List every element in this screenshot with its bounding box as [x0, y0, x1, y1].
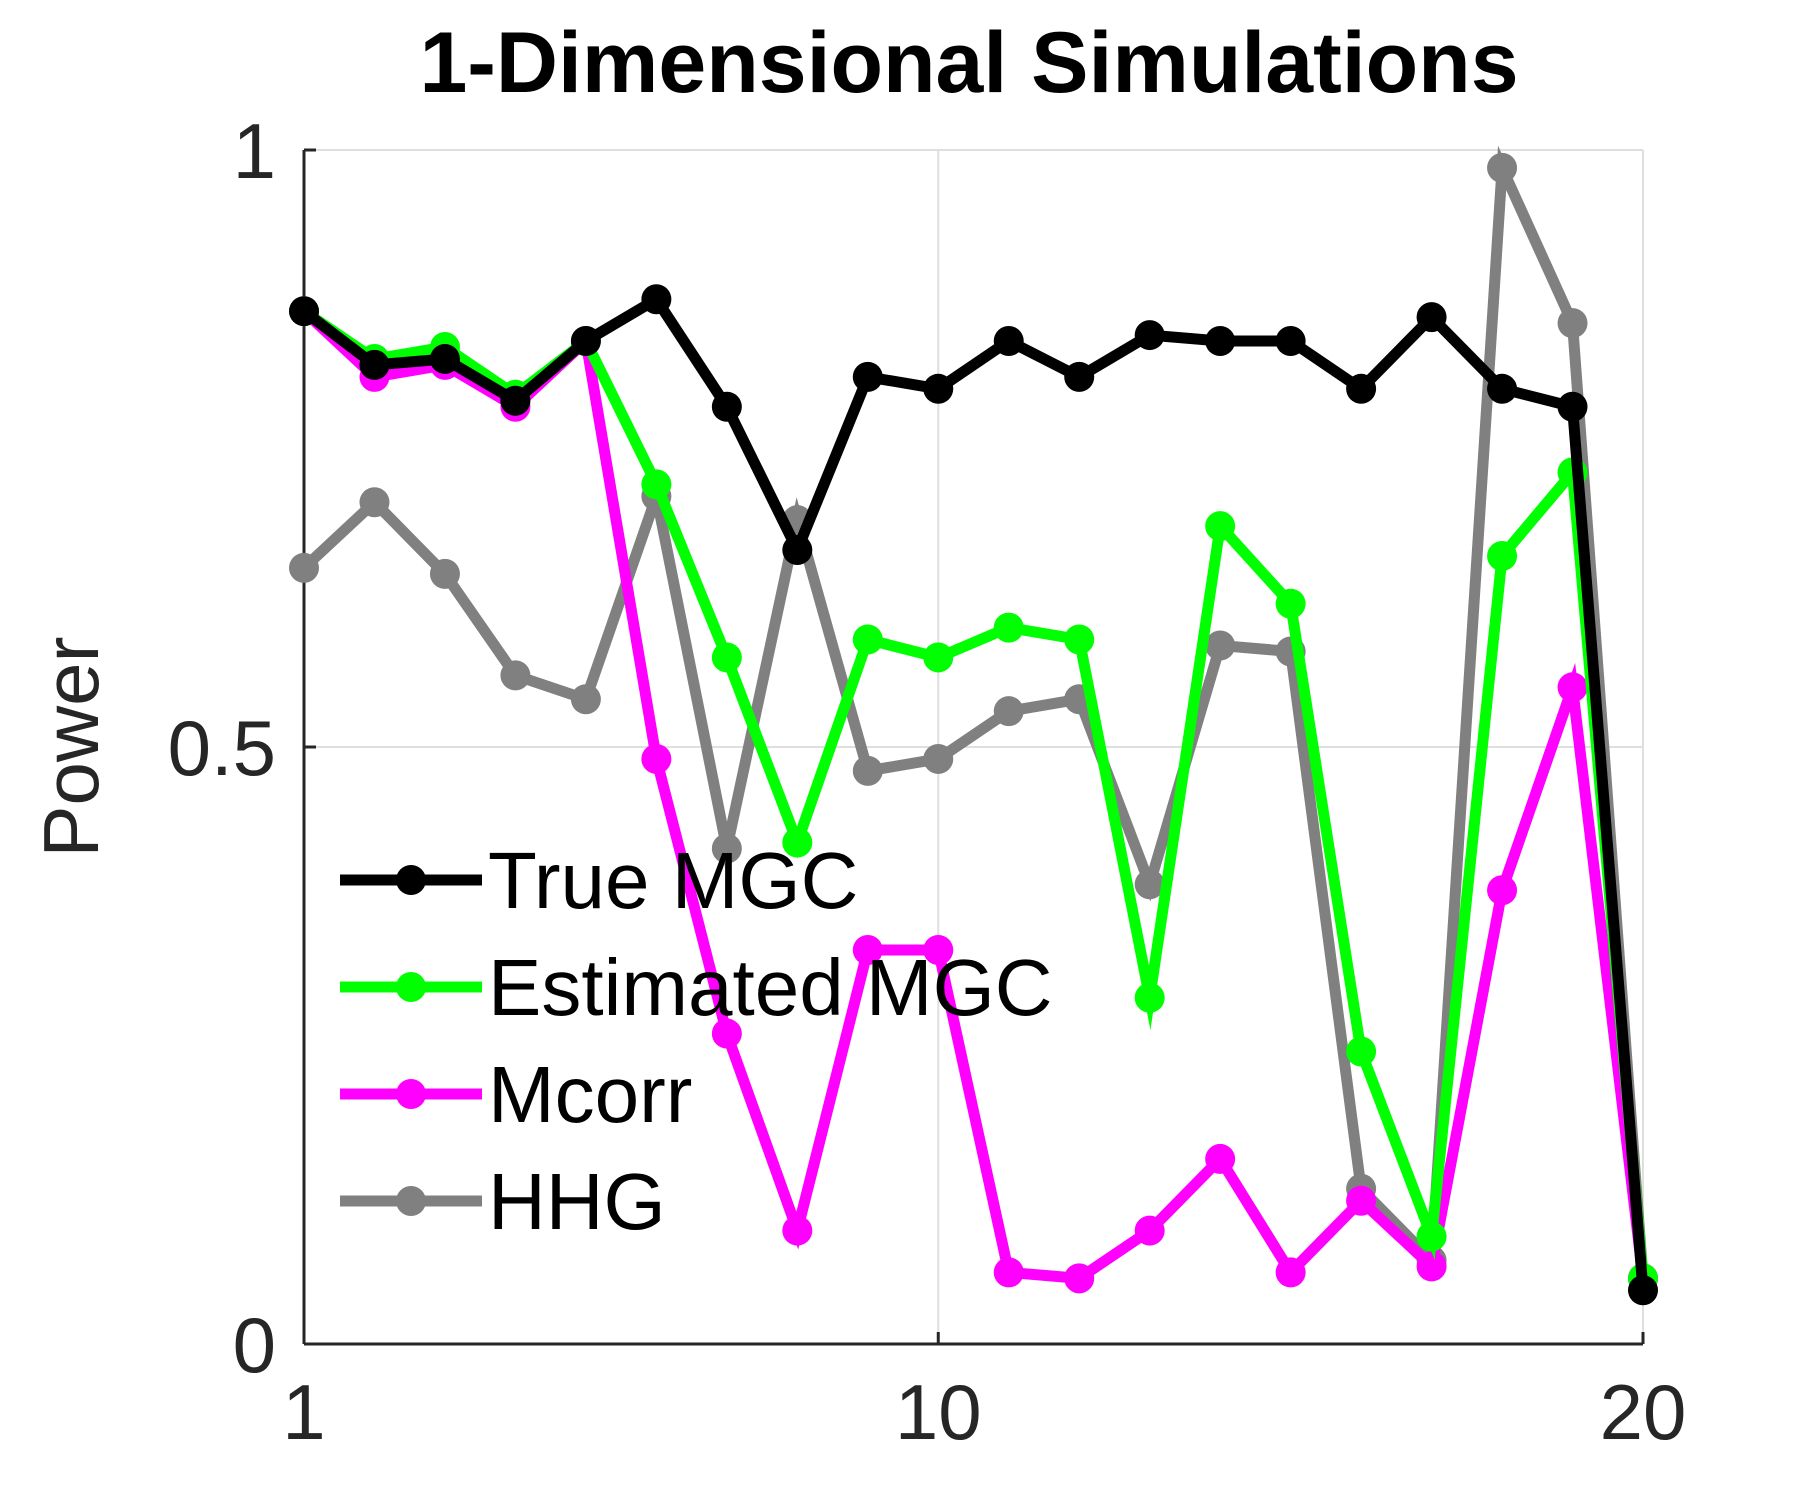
- data-point: [570, 326, 601, 357]
- legend-marker: [396, 1186, 426, 1216]
- data-point: [641, 469, 672, 500]
- data-point: [500, 385, 531, 416]
- series-line-true-mgc: [300, 291, 1649, 1291]
- tick-labels: 1 10 20 0 0.5 1: [168, 107, 1687, 1456]
- data-point: [1275, 1257, 1306, 1288]
- data-point: [852, 361, 883, 392]
- data-point: [1275, 588, 1306, 619]
- data-point: [711, 391, 742, 422]
- data-point: [1205, 1143, 1236, 1174]
- data-point: [923, 743, 954, 774]
- data-point: [1487, 373, 1518, 404]
- data-point: [1134, 869, 1165, 900]
- data-point: [1346, 1185, 1377, 1216]
- data-point: [1134, 320, 1165, 351]
- legend: True MGC Estimated MGC Mcorr HHG: [340, 836, 1053, 1246]
- data-point: [289, 296, 319, 327]
- data-point: [993, 612, 1024, 643]
- y-tick-label: 1: [233, 107, 276, 195]
- data-point: [289, 552, 319, 583]
- data-point: [1557, 391, 1588, 422]
- data-point: [1416, 1221, 1447, 1252]
- data-point: [1487, 152, 1518, 183]
- data-point: [1205, 326, 1236, 357]
- series-mcorr: [289, 296, 1658, 1294]
- data-point: [1134, 1215, 1165, 1246]
- data-point: [1487, 540, 1518, 571]
- data-point: [1205, 511, 1236, 542]
- y-axis-label: Power: [27, 636, 115, 857]
- data-point: [711, 833, 742, 864]
- legend-marker: [396, 1079, 426, 1109]
- data-point: [1064, 361, 1095, 392]
- data-point: [1416, 302, 1447, 333]
- legend-marker: [396, 865, 426, 895]
- legend-label: Mcorr: [488, 1050, 692, 1139]
- data-point: [993, 1257, 1024, 1288]
- data-point: [852, 624, 883, 655]
- data-point: [852, 934, 883, 965]
- data-point: [1416, 1251, 1447, 1282]
- data-point: [1487, 875, 1518, 906]
- data-point: [993, 326, 1024, 357]
- data-point: [429, 343, 460, 374]
- data-point: [1275, 326, 1306, 357]
- data-point: [1134, 982, 1165, 1013]
- data-point: [711, 642, 742, 673]
- data-point: [1346, 373, 1377, 404]
- data-point: [782, 827, 813, 858]
- data-point: [1628, 1275, 1658, 1306]
- y-tick-label: 0: [233, 1301, 276, 1389]
- x-tick-label: 20: [1600, 1368, 1687, 1456]
- data-point: [852, 755, 883, 786]
- data-point: [1064, 624, 1095, 655]
- data-point: [782, 534, 813, 565]
- legend-label: HHG: [488, 1157, 666, 1246]
- series-true-mgc: [289, 284, 1658, 1306]
- data-point: [429, 558, 460, 589]
- data-point: [923, 373, 954, 404]
- legend-item-estimated-mgc: Estimated MGC: [340, 943, 1053, 1032]
- data-point: [359, 487, 390, 518]
- data-point: [1064, 1263, 1095, 1294]
- data-point: [641, 284, 672, 315]
- data-point: [711, 1018, 742, 1049]
- legend-label: True MGC: [488, 836, 858, 925]
- y-tick-label: 0.5: [168, 704, 276, 792]
- data-point: [641, 743, 672, 774]
- data-point: [1205, 630, 1236, 661]
- data-point: [1557, 308, 1588, 339]
- data-point: [1557, 672, 1588, 703]
- x-tick-label: 10: [895, 1368, 982, 1456]
- legend-item-true-mgc: True MGC: [340, 836, 858, 925]
- data-point: [1346, 1036, 1377, 1067]
- legend-item-mcorr: Mcorr: [340, 1050, 692, 1139]
- data-point: [500, 660, 531, 691]
- legend-label: Estimated MGC: [488, 943, 1053, 1032]
- legend-marker: [396, 972, 426, 1002]
- data-point: [359, 349, 390, 380]
- data-point: [782, 1215, 813, 1246]
- chart-title: 1-Dimensional Simulations: [419, 15, 1518, 111]
- data-point: [923, 642, 954, 673]
- data-point: [570, 684, 601, 715]
- data-point: [993, 696, 1024, 727]
- legend-item-hhg: HHG: [340, 1157, 666, 1246]
- x-tick-label: 1: [282, 1368, 325, 1456]
- series-lines: [289, 145, 1658, 1306]
- data-point: [923, 934, 954, 965]
